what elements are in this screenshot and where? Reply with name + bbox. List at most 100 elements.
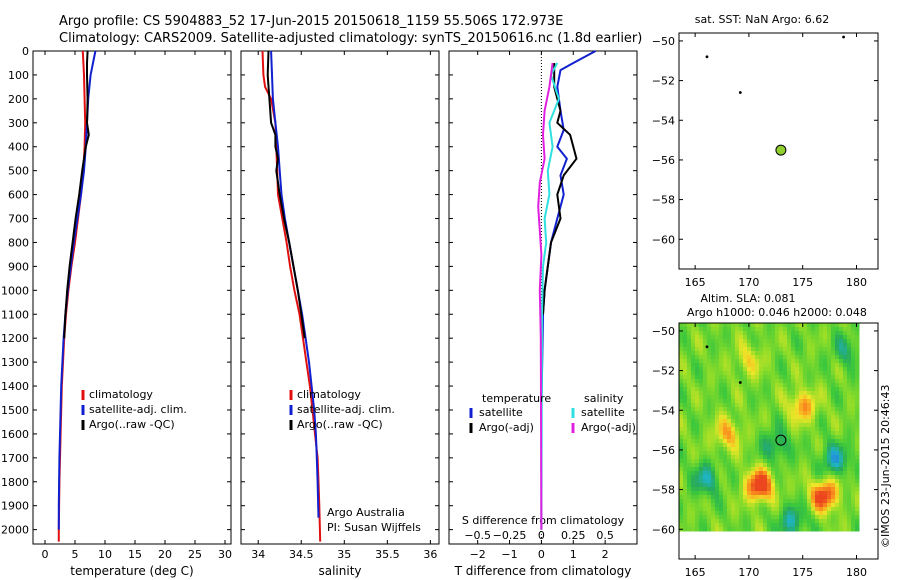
heatmap-cell — [711, 355, 716, 360]
heatmap-cell — [707, 371, 712, 376]
heatmap-cell — [695, 499, 700, 504]
heatmap-cell — [855, 451, 860, 456]
y-tick-label: −56 — [652, 154, 675, 167]
panel-difference: −2 −1 0 1 2T difference from climatology−0.5… — [448, 50, 638, 578]
heatmap-cell — [759, 519, 764, 524]
heatmap-cell — [735, 451, 740, 456]
heatmap-cell — [843, 383, 848, 388]
heatmap-cell — [815, 431, 820, 436]
heatmap-cell — [703, 343, 708, 348]
heatmap-cell — [739, 395, 744, 400]
heatmap-cell — [739, 523, 744, 528]
heatmap-cell — [691, 479, 696, 484]
heatmap-cell — [831, 487, 836, 492]
heatmap-cell — [835, 343, 840, 348]
heatmap-cell — [727, 371, 732, 376]
heatmap-cell — [703, 487, 708, 492]
heatmap-cell — [751, 371, 756, 376]
heatmap-cell — [699, 471, 704, 476]
heatmap-cell — [831, 355, 836, 360]
heatmap-cell — [747, 487, 752, 492]
heatmap-cell — [807, 347, 812, 352]
heatmap-cell — [783, 375, 788, 380]
heatmap-cell — [799, 503, 804, 508]
heatmap-cell — [827, 519, 832, 524]
heatmap-cell — [731, 395, 736, 400]
heatmap-cell — [851, 355, 856, 360]
heatmap-cell — [815, 367, 820, 372]
heatmap-cell — [819, 495, 824, 500]
heatmap-cell — [771, 527, 776, 532]
heatmap-cell — [715, 339, 720, 344]
heatmap-cell — [687, 467, 692, 472]
heatmap-cell — [795, 459, 800, 464]
heatmap-cell — [739, 447, 744, 452]
heatmap-cell — [691, 503, 696, 508]
heatmap-cell — [747, 403, 752, 408]
heatmap-cell — [763, 379, 768, 384]
heatmap-cell — [735, 463, 740, 468]
heatmap-cell — [723, 523, 728, 528]
heatmap-cell — [835, 515, 840, 520]
heatmap-cell — [779, 387, 784, 392]
heatmap-cell — [767, 355, 772, 360]
heatmap-cell — [711, 491, 716, 496]
heatmap-cell — [811, 327, 816, 332]
heatmap-cell — [831, 447, 836, 452]
heatmap-cell — [687, 391, 692, 396]
heatmap-cell — [779, 495, 784, 500]
heatmap-cell — [703, 347, 708, 352]
heatmap-cell — [723, 387, 728, 392]
heatmap-cell — [827, 471, 832, 476]
heatmap-cell — [687, 455, 692, 460]
heatmap-cell — [831, 343, 836, 348]
heatmap-cell — [811, 375, 816, 380]
heatmap-cell — [723, 519, 728, 524]
heatmap-cell — [735, 399, 740, 404]
heatmap-cell — [851, 519, 856, 524]
heatmap-cell — [691, 455, 696, 460]
heatmap-cell — [727, 395, 732, 400]
heatmap-cell — [839, 403, 844, 408]
heatmap-cell — [739, 331, 744, 336]
x-tick-label: 10 — [98, 548, 112, 561]
heatmap-cell — [819, 363, 824, 368]
heatmap-cell — [771, 411, 776, 416]
heatmap-cell — [811, 403, 816, 408]
heatmap-cell — [735, 439, 740, 444]
heatmap-cell — [691, 423, 696, 428]
heatmap-cell — [807, 375, 812, 380]
heatmap-cell — [763, 415, 768, 420]
heatmap-cell — [715, 455, 720, 460]
heatmap-cell — [679, 459, 684, 464]
heatmap-cell — [799, 379, 804, 384]
heatmap-cell — [803, 427, 808, 432]
heatmap-cell — [815, 467, 820, 472]
heatmap-cell — [767, 423, 772, 428]
heatmap-cell — [703, 447, 708, 452]
heatmap-cell — [751, 443, 756, 448]
heatmap-cell — [715, 323, 720, 328]
heatmap-cell — [787, 335, 792, 340]
heatmap-cell — [679, 499, 684, 504]
heatmap-cell — [819, 523, 824, 528]
heatmap-cell — [715, 423, 720, 428]
heatmap-cell — [699, 407, 704, 412]
heatmap-cell — [775, 343, 780, 348]
heatmap-cell — [763, 475, 768, 480]
heatmap-cell — [727, 399, 732, 404]
heatmap-cell — [851, 407, 856, 412]
heatmap-cell — [739, 515, 744, 520]
heatmap-cell — [695, 379, 700, 384]
heatmap-cell — [695, 415, 700, 420]
heatmap-cell — [707, 475, 712, 480]
heatmap-cell — [803, 447, 808, 452]
heatmap-cell — [839, 343, 844, 348]
heatmap-cell — [815, 347, 820, 352]
heatmap-cell — [691, 483, 696, 488]
heatmap-cell — [767, 439, 772, 444]
heatmap-cell — [815, 415, 820, 420]
heatmap-cell — [735, 359, 740, 364]
heatmap-cell — [723, 467, 728, 472]
heatmap-cell — [803, 471, 808, 476]
